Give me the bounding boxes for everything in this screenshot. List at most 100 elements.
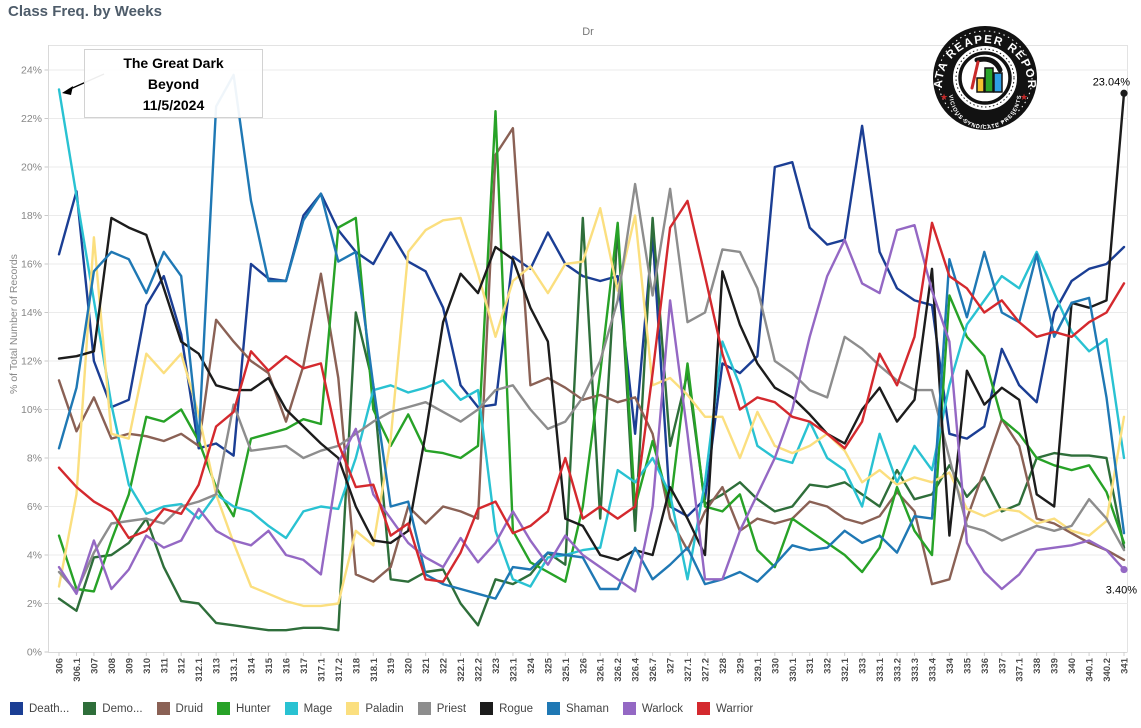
legend-swatch-shaman: [547, 702, 561, 715]
x-tick-label: 333.1: [875, 657, 886, 681]
x-tick-label: 336: [980, 658, 991, 674]
page-title: Class Freq. by Weeks: [8, 3, 162, 20]
x-tick-label: 326.1: [596, 657, 607, 681]
x-tick-label: 326: [578, 658, 589, 674]
end-label-warlock: 3.40%: [1106, 585, 1137, 597]
series-line-paladin[interactable]: [57, 206, 1126, 608]
legend-swatch-hunter: [217, 702, 231, 715]
x-tick-label: 309: [124, 658, 135, 674]
legend-label-rogue: Rogue: [499, 702, 534, 715]
legend-label-demo: Demo...: [102, 702, 143, 715]
y-tick-label: 10%: [21, 404, 42, 416]
x-tick-label: 323: [491, 658, 502, 674]
x-tick-label: 327: [666, 658, 677, 674]
series-line-mage[interactable]: [57, 88, 1126, 588]
legend-item-death[interactable]: Death...: [10, 702, 69, 715]
series-line-priest[interactable]: [57, 182, 1126, 593]
y-tick-label: 22%: [21, 113, 42, 125]
y-tick-label: 2%: [27, 598, 42, 610]
legend-item-paladin[interactable]: Paladin: [346, 702, 404, 715]
x-tick-label: 311: [159, 657, 170, 673]
series-line-warrior[interactable]: [57, 199, 1126, 583]
x-tick-label: 325.1: [561, 657, 572, 681]
x-tick-label: 314: [247, 657, 258, 674]
x-tick-label: 313: [212, 658, 223, 674]
end-marker-warlock[interactable]: [1120, 565, 1128, 574]
legend-item-mage[interactable]: Mage: [284, 702, 333, 715]
x-tick-label: 326.4: [631, 657, 642, 681]
y-tick-label: 18%: [21, 210, 42, 222]
x-tick-label: 319: [386, 658, 397, 674]
legend-item-priest[interactable]: Priest: [417, 702, 467, 715]
legend-swatch-priest: [417, 702, 431, 715]
x-tick-label: 337.1: [1015, 657, 1026, 681]
legend-swatch-warrior: [696, 702, 710, 715]
legend-swatch-druid: [156, 702, 170, 715]
pane-header: Dr: [582, 26, 594, 38]
logo-scythe-blade: [974, 56, 1003, 73]
y-tick-label: 24%: [21, 65, 42, 77]
annotation-line-3: 11/5/2024: [142, 97, 205, 113]
x-tick-label: 333.2: [893, 658, 904, 682]
legend-label-paladin: Paladin: [365, 702, 404, 715]
annotation-line-1: The Great Dark: [123, 55, 224, 71]
x-tick-label: 341: [1120, 657, 1131, 674]
legend-label-mage: Mage: [303, 702, 333, 715]
logo-bar-green: [984, 67, 994, 93]
x-tick-label: 322.2: [474, 658, 485, 682]
series-line-death[interactable]: [57, 124, 1126, 518]
x-tick-label: 326.2: [613, 658, 624, 682]
series-line-hunter[interactable]: [57, 109, 1126, 593]
legend-item-druid[interactable]: Druid: [156, 702, 203, 715]
x-tick-label: 340.1: [1085, 657, 1096, 681]
x-tick-label: 308: [107, 658, 118, 674]
x-tick-label: 333.3: [910, 658, 921, 682]
legend-swatch-death: [10, 702, 23, 715]
legend-item-rogue[interactable]: Rogue: [480, 702, 533, 715]
x-tick-label: 312: [177, 658, 188, 674]
y-tick-label: 0%: [27, 647, 42, 659]
x-tick-label: 316: [281, 658, 292, 674]
logo-star-left: ★: [940, 92, 948, 102]
x-tick-label: 335: [962, 657, 973, 674]
x-tick-label: 317: [299, 658, 310, 674]
legend-swatch-rogue: [480, 702, 494, 715]
y-tick-label: 8%: [27, 453, 42, 465]
legend-item-shaman[interactable]: Shaman: [547, 702, 609, 715]
series-line-rogue[interactable]: [57, 92, 1126, 562]
data-reaper-logo: DATA REAPER REPORT VICIOUS SYNDICATE PRE…: [928, 24, 1037, 131]
series-line-druid[interactable]: [57, 126, 1126, 586]
x-tick-label: 317.2: [334, 658, 345, 682]
x-tick-label: 313.1: [229, 657, 240, 681]
legend-item-warlock[interactable]: Warlock: [622, 702, 683, 715]
x-tick-label: 334: [945, 657, 956, 674]
y-tick-label: 4%: [27, 550, 42, 562]
x-tick-label: 306: [55, 658, 66, 674]
x-tick-label: 327.2: [700, 658, 711, 682]
x-tick-label: 339: [1050, 658, 1061, 674]
x-tick-label: 307: [89, 658, 100, 674]
legend-swatch-paladin: [346, 702, 360, 715]
legend-item-hunter[interactable]: Hunter: [217, 702, 271, 715]
x-tick-label: 333: [858, 658, 869, 674]
y-tick-label: 6%: [27, 501, 42, 513]
legend-item-demo[interactable]: Demo...: [83, 702, 143, 715]
x-tick-label: 324: [526, 657, 537, 674]
legend-item-warrior[interactable]: Warrior: [696, 702, 753, 715]
legend-label-priest: Priest: [436, 702, 467, 715]
series-line-demo[interactable]: [57, 216, 1126, 632]
end-marker-rogue[interactable]: [1120, 89, 1128, 97]
y-tick-label: 12%: [21, 356, 42, 368]
logo-bar-yellow: [976, 77, 985, 93]
y-tick-label: 14%: [21, 307, 42, 319]
end-label-rogue: 23.04%: [1093, 76, 1131, 88]
x-tick-label: 328: [718, 658, 729, 674]
x-tick-label: 327.1: [683, 657, 694, 681]
series-line-warlock[interactable]: [57, 223, 1126, 595]
x-tick-label: 333.4: [927, 657, 938, 681]
legend-label-warlock: Warlock: [641, 702, 683, 715]
annotation-box[interactable]: The Great Dark Beyond 11/5/2024: [84, 49, 263, 118]
x-tick-label: 331: [805, 657, 816, 674]
x-tick-label: 329.1: [753, 657, 764, 681]
legend-swatch-warlock: [622, 702, 636, 715]
